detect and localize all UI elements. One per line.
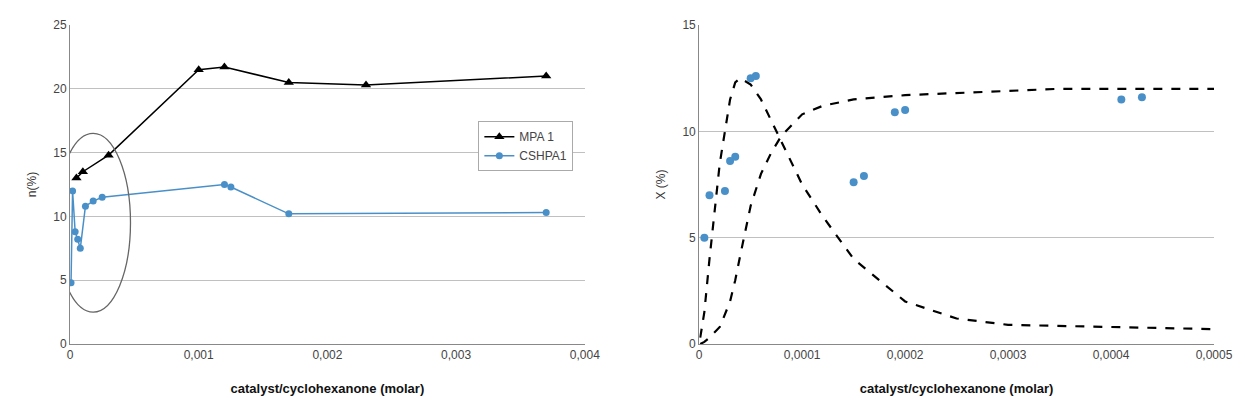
svg-text:0,001: 0,001	[184, 348, 214, 362]
svg-text:CSHPA1: CSHPA1	[519, 149, 566, 163]
svg-text:n(%): n(%)	[25, 172, 39, 197]
svg-text:0,004: 0,004	[570, 348, 600, 362]
svg-text:0,0004: 0,0004	[1093, 348, 1130, 362]
svg-text:10: 10	[682, 125, 696, 139]
svg-text:20: 20	[53, 82, 67, 96]
svg-text:0,002: 0,002	[312, 348, 342, 362]
svg-text:25: 25	[53, 18, 67, 32]
svg-text:5: 5	[60, 273, 67, 287]
svg-text:0,0005: 0,0005	[1196, 348, 1233, 362]
svg-text:0: 0	[696, 348, 703, 362]
svg-text:10: 10	[53, 210, 67, 224]
svg-text:0: 0	[60, 337, 67, 351]
svg-text:0: 0	[67, 348, 74, 362]
svg-text:catalyst/cyclohexanone (molar): catalyst/cyclohexanone (molar)	[231, 381, 425, 396]
svg-text:0,0001: 0,0001	[784, 348, 821, 362]
svg-text:0,0003: 0,0003	[990, 348, 1027, 362]
svg-text:X (%): X (%)	[654, 169, 668, 199]
svg-text:MPA 1: MPA 1	[519, 130, 554, 144]
svg-text:0,003: 0,003	[441, 348, 471, 362]
svg-text:catalyst/cyclohexanone (molar): catalyst/cyclohexanone (molar)	[860, 381, 1054, 396]
svg-text:0: 0	[689, 337, 696, 351]
svg-text:5: 5	[689, 231, 696, 245]
svg-text:0,0002: 0,0002	[887, 348, 924, 362]
svg-text:15: 15	[53, 146, 67, 160]
svg-text:15: 15	[682, 18, 696, 32]
